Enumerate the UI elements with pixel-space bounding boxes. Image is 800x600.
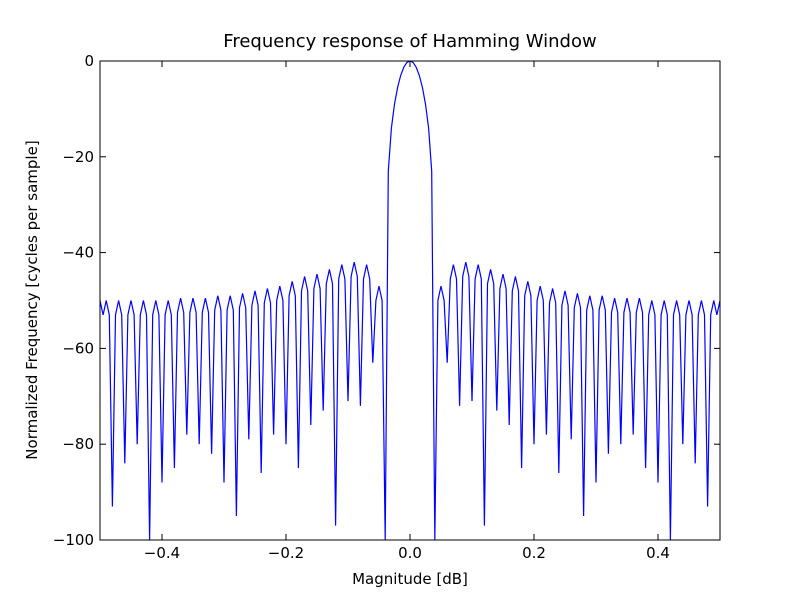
- x-tick-label: 0.2: [522, 544, 546, 562]
- y-tick-label: −80: [62, 435, 94, 453]
- y-tick-label: −40: [62, 244, 94, 262]
- y-tick-label: −60: [62, 339, 94, 357]
- y-tick-label: −20: [62, 148, 94, 166]
- x-tick-label: −0.4: [144, 544, 180, 562]
- chart-title: Frequency response of Hamming Window: [223, 31, 596, 52]
- plot-area: [100, 61, 720, 540]
- x-tick-label: 0.0: [398, 544, 422, 562]
- y-tick-label: 0: [84, 52, 94, 70]
- x-axis-label: Magnitude [dB]: [352, 570, 468, 588]
- x-tick-label: 0.4: [646, 544, 670, 562]
- y-axis-label: Normalized Frequency [cycles per sample]: [23, 140, 41, 459]
- line-series: [100, 61, 720, 540]
- x-tick-label: −0.2: [268, 544, 304, 562]
- y-tick-label: −100: [53, 531, 94, 549]
